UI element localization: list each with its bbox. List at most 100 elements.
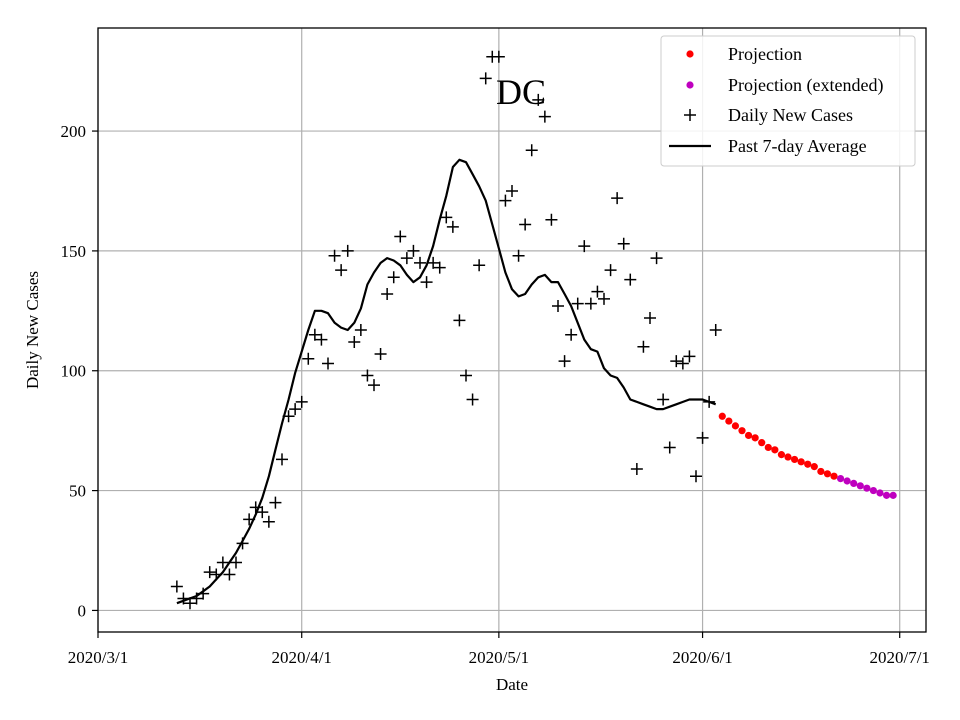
daily-case-marker (578, 240, 591, 253)
average-line (176, 158, 717, 605)
daily-case-marker (276, 453, 288, 466)
daily-case-marker (492, 50, 505, 63)
projection-point (718, 412, 726, 420)
daily-case-marker (683, 350, 696, 363)
projection-extended-point (836, 475, 845, 483)
y-tick-label: 50 (69, 482, 86, 501)
daily-case-marker (302, 352, 315, 365)
daily-case-marker (368, 379, 380, 392)
x-tick-label: 2020/3/1 (68, 648, 128, 667)
daily-case-marker (565, 328, 578, 341)
plot-frame (97, 27, 927, 633)
projection-point (758, 439, 766, 447)
y-tick-label: 200 (61, 122, 87, 141)
daily-case-marker (696, 431, 709, 444)
daily-case-marker (190, 592, 203, 605)
daily-case-marker (538, 110, 551, 123)
daily-case-marker (584, 297, 597, 310)
projection-point (777, 451, 786, 459)
x-tick-label: 2020/6/1 (672, 648, 732, 667)
daily-case-marker (617, 237, 630, 250)
daily-case-marker (315, 333, 328, 346)
legend-label: Daily New Cases (728, 105, 853, 125)
daily-case-marker (519, 218, 532, 231)
average-series (176, 158, 717, 605)
daily-case-marker (414, 256, 426, 269)
daily-case-marker (262, 515, 275, 528)
daily-case-marker (440, 211, 453, 224)
daily-case-marker (177, 592, 190, 605)
daily-case-marker (335, 264, 348, 277)
daily-case-marker (558, 355, 571, 368)
daily-case-marker (269, 496, 282, 509)
daily-case-marker (611, 192, 624, 205)
daily-case-marker (282, 410, 295, 423)
y-tick-label: 150 (61, 242, 87, 261)
daily-case-marker (670, 355, 683, 368)
daily-case-marker (230, 556, 242, 569)
daily-case-marker (690, 470, 702, 483)
projection-point (731, 422, 740, 430)
projection-extended-point (876, 489, 884, 497)
daily-case-marker (598, 292, 610, 305)
daily-case-marker (210, 568, 223, 581)
daily-case-marker (322, 357, 334, 370)
daily-case-marker (361, 369, 374, 382)
daily-case-marker (604, 264, 617, 277)
projection-point (738, 427, 746, 435)
legend-label: Projection (extended) (728, 75, 883, 96)
daily-case-marker (197, 587, 210, 600)
x-tick-label: 2020/5/1 (469, 648, 529, 667)
daily-case-marker (591, 285, 604, 298)
daily-case-marker (512, 249, 525, 262)
daily-case-marker (644, 312, 656, 325)
daily-case-marker (479, 72, 492, 85)
daily-case-marker (473, 259, 486, 272)
daily-case-marker (295, 395, 308, 408)
projection-point (764, 443, 772, 452)
daily-case-marker (676, 357, 689, 370)
y-tick-label: 100 (61, 362, 87, 381)
daily-case-marker (328, 249, 341, 262)
daily-case-marker (348, 335, 361, 348)
daily-case-marker (184, 597, 196, 610)
daily-case-marker (630, 463, 643, 476)
axes: 2020/3/1 2020/4/1 2020/5/1 2020/6/1 2020/7/1… (61, 122, 930, 667)
projection-point (830, 472, 838, 480)
projection-extended-point (889, 491, 897, 499)
projection-extended-point (863, 484, 871, 492)
daily-case-marker (236, 537, 249, 550)
daily-case-marker (289, 403, 302, 416)
daily-case-marker (308, 328, 321, 341)
projection-point (744, 431, 753, 440)
daily-case-marker (703, 395, 716, 408)
daily-case-marker (650, 252, 663, 265)
legend-projection-extended-symbol (686, 81, 694, 89)
projection-point (810, 463, 818, 471)
daily-case-marker (256, 506, 269, 519)
projection-point (751, 434, 759, 442)
daily-case-marker (427, 256, 440, 269)
daily-case-marker (203, 566, 216, 579)
daily-case-marker (243, 513, 256, 526)
daily-case-marker (657, 393, 670, 406)
daily-case-marker (545, 213, 558, 226)
legend-projection-symbol (686, 50, 694, 58)
legend: Projection Projection (extended) Daily New… (660, 35, 916, 167)
chart-title: DC (496, 72, 546, 112)
daily-case-marker (400, 252, 413, 265)
daily-case-marker (407, 244, 420, 257)
projection-point (804, 460, 812, 468)
x-tick-label: 2020/7/1 (869, 648, 929, 667)
daily-case-marker (381, 288, 394, 301)
daily-case-marker (466, 393, 479, 406)
daily-series (170, 50, 722, 610)
projection-point (771, 446, 779, 454)
daily-case-marker (170, 580, 183, 593)
daily-case-marker (341, 244, 354, 257)
legend-label: Projection (728, 44, 802, 64)
x-axis-title: Date (496, 675, 528, 694)
daily-case-marker (420, 276, 433, 289)
projection-extended-point (850, 479, 858, 487)
projection-extended-point (856, 482, 864, 490)
